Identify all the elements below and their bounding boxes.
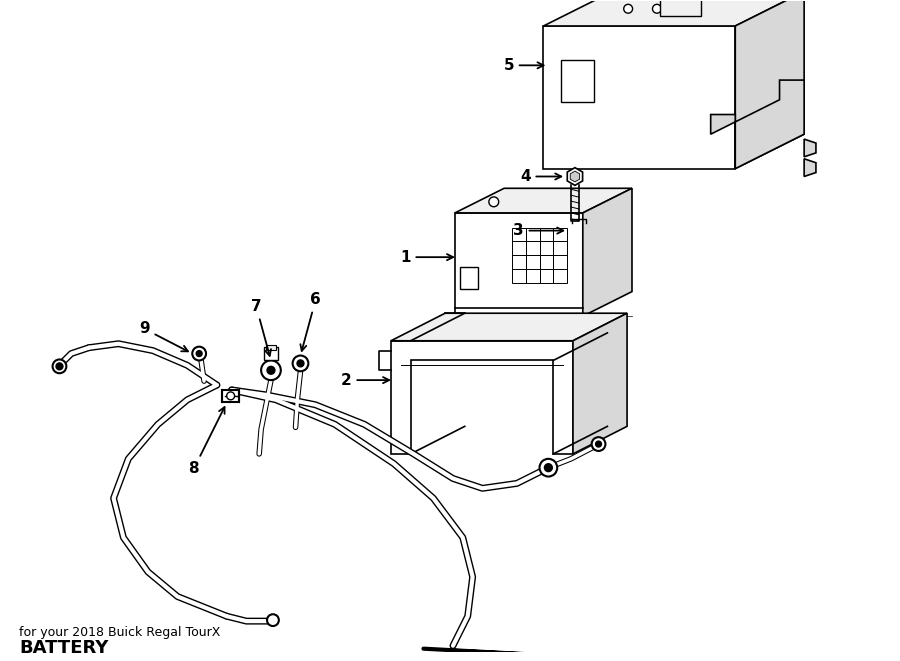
Text: 2: 2	[341, 373, 389, 387]
Text: for your 2018 Buick Regal TourX: for your 2018 Buick Regal TourX	[19, 626, 220, 639]
Bar	[539, 269, 554, 283]
Polygon shape	[711, 80, 804, 169]
Text: 8: 8	[188, 407, 225, 476]
Bar	[554, 227, 567, 241]
Bar	[526, 269, 539, 283]
Bar	[554, 241, 567, 255]
Bar	[526, 227, 539, 241]
Bar	[264, 346, 278, 360]
Polygon shape	[391, 341, 573, 454]
Polygon shape	[568, 223, 590, 237]
Text: BATTERY: BATTERY	[19, 639, 109, 657]
Polygon shape	[735, 0, 804, 169]
Bar	[266, 344, 276, 350]
Circle shape	[196, 350, 202, 356]
Polygon shape	[583, 188, 632, 316]
Bar	[460, 267, 478, 289]
Polygon shape	[544, 26, 735, 169]
Bar	[562, 60, 594, 102]
Polygon shape	[454, 188, 632, 213]
Bar	[526, 241, 539, 255]
Circle shape	[193, 346, 206, 360]
Bar	[512, 241, 526, 255]
Circle shape	[489, 197, 499, 207]
Text: 4: 4	[520, 169, 562, 184]
Circle shape	[292, 356, 309, 371]
Circle shape	[596, 441, 601, 447]
Circle shape	[267, 614, 279, 626]
Bar	[539, 241, 554, 255]
Polygon shape	[567, 168, 582, 185]
Bar	[512, 255, 526, 269]
Polygon shape	[804, 139, 816, 157]
Polygon shape	[391, 313, 627, 341]
Circle shape	[56, 363, 63, 369]
Circle shape	[267, 366, 274, 374]
Text: 1: 1	[400, 250, 453, 264]
Bar	[554, 269, 567, 283]
Polygon shape	[573, 313, 627, 454]
Bar	[554, 255, 567, 269]
Circle shape	[227, 392, 235, 400]
Circle shape	[591, 437, 606, 451]
Polygon shape	[804, 159, 816, 176]
Polygon shape	[571, 171, 580, 182]
Bar	[512, 227, 526, 241]
Circle shape	[624, 5, 633, 13]
Polygon shape	[544, 0, 804, 26]
Bar	[660, 0, 701, 17]
Circle shape	[261, 360, 281, 380]
Bar	[512, 269, 526, 283]
Text: 6: 6	[301, 292, 321, 351]
Circle shape	[52, 360, 67, 373]
Text: 5: 5	[503, 58, 544, 73]
Polygon shape	[590, 218, 599, 237]
Circle shape	[652, 5, 662, 13]
Text: 7: 7	[251, 299, 271, 356]
Circle shape	[297, 360, 304, 367]
Circle shape	[544, 464, 553, 471]
Bar	[539, 227, 554, 241]
Polygon shape	[454, 213, 583, 316]
Bar	[221, 390, 239, 402]
Text: 3: 3	[513, 223, 563, 238]
Bar	[526, 255, 539, 269]
Circle shape	[539, 459, 557, 477]
Text: 9: 9	[140, 321, 188, 352]
Bar	[539, 255, 554, 269]
Circle shape	[681, 5, 690, 13]
Polygon shape	[568, 218, 599, 223]
